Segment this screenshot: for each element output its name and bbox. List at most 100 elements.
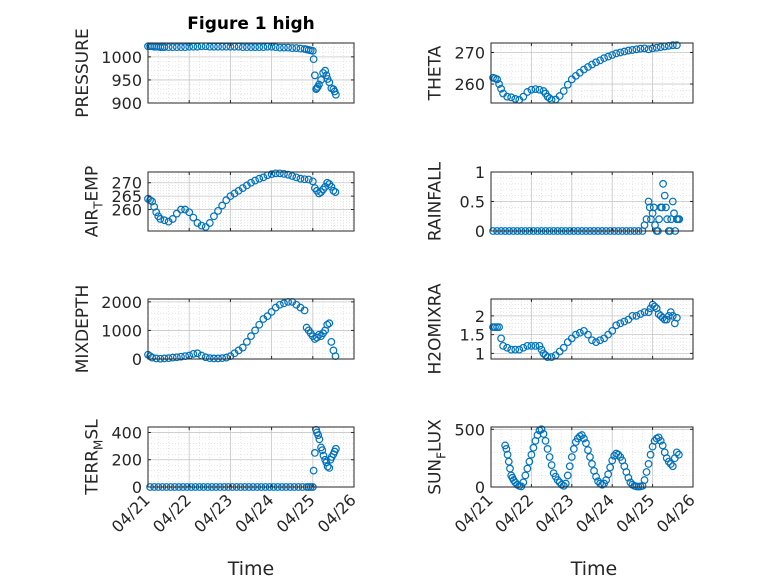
data-point <box>511 94 520 103</box>
y-axis-label: PRESSURE <box>73 28 93 117</box>
data-point <box>636 44 645 53</box>
data-point <box>662 315 671 324</box>
data-point <box>563 471 572 480</box>
y-tick-label: 270 <box>111 174 142 193</box>
data-point <box>537 345 546 354</box>
data-point <box>672 313 681 322</box>
data-point <box>329 186 338 195</box>
axes-box <box>490 298 694 360</box>
x-tick-label: 04/21 <box>108 490 154 536</box>
axes-box <box>147 42 355 104</box>
data-point <box>660 191 669 200</box>
data-point <box>201 353 210 362</box>
data-point <box>304 175 313 184</box>
data-point <box>247 178 255 187</box>
y-tick-label: 1 <box>475 163 485 182</box>
data-point <box>527 85 536 94</box>
data-point <box>616 319 625 328</box>
data-point <box>586 453 594 461</box>
data-point <box>527 450 536 459</box>
data-point <box>222 353 231 362</box>
data-point <box>275 169 284 178</box>
data-point <box>499 341 508 350</box>
data-point <box>575 328 584 337</box>
data-point <box>193 349 202 358</box>
data-point <box>172 353 181 362</box>
data-point <box>247 332 255 341</box>
data-point <box>280 299 288 308</box>
data-point <box>559 481 568 490</box>
data-point <box>584 63 592 71</box>
data-point <box>616 48 625 57</box>
data-point <box>164 43 173 52</box>
data-point <box>197 221 206 230</box>
x-tick-label: 04/21 <box>451 490 497 536</box>
y-axis-label: RAINFALL <box>426 161 446 241</box>
data-point <box>519 478 528 487</box>
y-axis-label: H2OMIXRA <box>426 283 446 374</box>
data-point <box>632 311 641 320</box>
data-point <box>672 41 681 50</box>
data-point <box>675 215 684 224</box>
y-tick-label: 2 <box>475 307 485 326</box>
data-point <box>624 46 633 55</box>
data-point <box>614 450 623 459</box>
data-point <box>529 443 538 452</box>
data-point <box>658 441 667 450</box>
data-point <box>331 444 340 453</box>
data-point <box>218 201 227 210</box>
data-point <box>168 353 177 362</box>
data-point <box>612 321 621 330</box>
data-point <box>177 352 185 361</box>
data-point <box>185 208 194 217</box>
data-point <box>620 317 629 326</box>
data-point <box>596 56 604 65</box>
y-axis-label: SUNFLUX <box>426 419 449 495</box>
y-tick-label: 0 <box>475 478 485 497</box>
data-point <box>537 425 546 434</box>
data-point <box>547 353 556 362</box>
y-tick-label: 500 <box>454 420 485 439</box>
data-point <box>319 451 328 460</box>
data-point <box>668 311 677 320</box>
data-point <box>275 300 284 309</box>
data-point <box>238 43 247 52</box>
data-point <box>559 87 568 95</box>
data-point <box>314 431 323 440</box>
data-point <box>164 354 173 363</box>
data-point <box>296 174 305 183</box>
data-point <box>584 446 592 454</box>
data-point <box>642 468 651 476</box>
data-point <box>563 338 572 347</box>
data-point <box>322 71 331 80</box>
data-point <box>310 449 319 457</box>
data-point <box>535 85 544 94</box>
data-point <box>152 208 161 217</box>
data-point <box>210 212 218 221</box>
data-point <box>251 326 260 335</box>
y-tick-label: 400 <box>111 423 142 442</box>
data-point <box>551 351 560 360</box>
data-point <box>668 41 677 50</box>
y-tick-label: 0 <box>132 478 142 497</box>
data-point <box>612 49 621 58</box>
data-point <box>666 308 675 317</box>
axes-box <box>147 426 355 488</box>
data-point <box>280 169 288 178</box>
subplot-rainfall: 0 0.5 1 RAINFALL <box>426 161 694 241</box>
data-point <box>644 460 653 468</box>
data-point <box>267 307 276 316</box>
data-point <box>267 170 276 179</box>
y-tick-label: 270 <box>454 43 485 62</box>
data-point <box>300 306 309 315</box>
data-point <box>503 343 512 352</box>
data-point <box>495 80 503 88</box>
y-tick-label: 260 <box>111 201 142 220</box>
data-point <box>214 354 222 363</box>
data-point <box>596 336 604 345</box>
data-point <box>146 196 154 205</box>
y-axis-label: AIRTEMP <box>83 166 106 237</box>
data-point <box>168 215 177 223</box>
data-point <box>251 176 260 185</box>
data-point <box>666 460 675 468</box>
